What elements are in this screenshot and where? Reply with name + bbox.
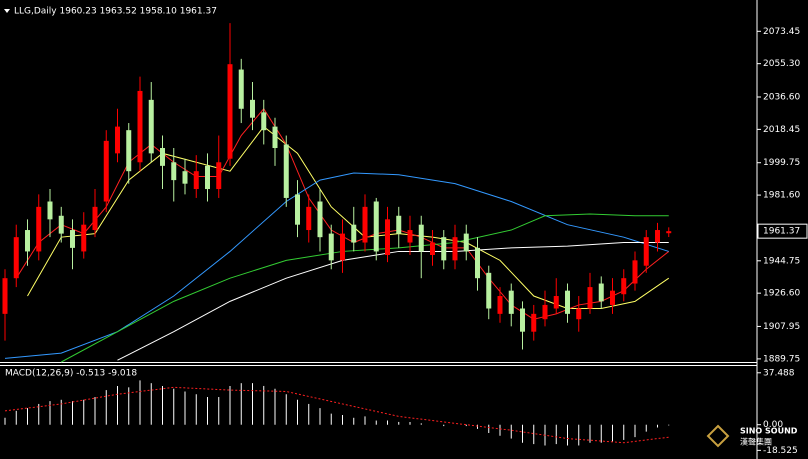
candle-body (340, 233, 345, 261)
candle-body (587, 287, 593, 309)
candle-body (610, 290, 615, 305)
candle-body (115, 126, 120, 154)
y-tick-label: 2036.60 (763, 93, 800, 103)
candle-body (2, 278, 8, 314)
candle-body (317, 201, 323, 238)
y-tick-label: 1907.95 (763, 322, 800, 332)
candle-body (227, 64, 233, 159)
candle-body (508, 290, 514, 314)
y-tick-label: 1981.60 (763, 191, 800, 201)
candle-body (373, 201, 379, 252)
candle-body (283, 144, 289, 198)
candle-body (452, 237, 458, 261)
candle-body (216, 162, 222, 190)
candle-body (295, 194, 300, 225)
candle-body (621, 278, 627, 295)
candle-body (666, 231, 672, 234)
candle-body (576, 308, 582, 320)
candle-body (36, 206, 42, 252)
y-tick-label: 1889.75 (763, 354, 800, 364)
y-tick-label: 37.488 (763, 368, 795, 378)
candle-body (418, 224, 424, 252)
candle-body (643, 237, 649, 266)
candle-body (475, 247, 480, 279)
candle-body (205, 165, 210, 190)
candle-body (25, 230, 30, 252)
candle-body (362, 206, 368, 243)
candle-body (47, 201, 53, 220)
watermark: SINO SOUND 漢聲集團 (706, 424, 798, 448)
candle-body (238, 69, 244, 109)
candle-body (160, 148, 165, 166)
y-tick-label: -18.525 (763, 446, 798, 456)
candle-body (565, 290, 570, 314)
candle-body (396, 215, 402, 234)
candle-body (351, 224, 357, 243)
chart-title: LLG,Daily 1960.23 1963.52 1958.10 1961.3… (14, 7, 217, 17)
candle-body (182, 171, 188, 184)
candle-body (441, 237, 447, 261)
indicator-line (4, 386, 669, 444)
watermark-subtitle: 漢聲集團 (740, 437, 772, 447)
candle-body (497, 296, 503, 314)
logo (706, 424, 730, 448)
candle-body (306, 206, 312, 231)
candle-body (531, 313, 537, 332)
candle-body (148, 99, 154, 154)
indicator-line (4, 172, 669, 359)
candle-body (632, 260, 638, 284)
candle-body (463, 233, 469, 252)
y-tick-label: 1999.75 (763, 158, 800, 168)
candle-body (486, 272, 492, 309)
candle-body (328, 233, 334, 261)
candle-body (70, 230, 75, 248)
candle-body (272, 126, 278, 149)
candle-body (407, 230, 413, 243)
candle-body (261, 112, 267, 131)
candle-body (598, 283, 604, 302)
candle-body (542, 304, 548, 320)
candle-body (126, 130, 132, 172)
candle-body (13, 237, 19, 279)
candle-body (430, 242, 435, 256)
candle-body (553, 296, 559, 309)
macd-title: MACD(12,26,9) -0.513 -9.018 (5, 369, 137, 379)
candle-body (103, 140, 109, 202)
watermark-brand: SINO SOUND (740, 427, 798, 436)
candle-body (250, 99, 255, 118)
candle-body (520, 308, 525, 332)
y-tick-label: 2055.30 (763, 59, 800, 69)
candle-body (58, 215, 64, 234)
price-tag (757, 223, 808, 239)
candle-body (385, 219, 390, 256)
y-tick-label: 1944.75 (763, 256, 800, 266)
current-price: 1961.37 (763, 227, 800, 237)
candle-body (92, 206, 98, 231)
candle-body (81, 224, 87, 252)
y-tick-label: 0.00 (763, 420, 783, 430)
candle-body (655, 230, 660, 243)
indicator-line (117, 242, 669, 361)
y-tick-label: 2018.45 (763, 125, 800, 135)
y-tick-label: 2073.45 (763, 27, 800, 37)
y-tick-label: 1926.60 (763, 289, 800, 299)
menu-triangle (4, 9, 10, 13)
indicator-line (61, 213, 669, 363)
candle-body (193, 171, 199, 190)
indicator-line (27, 125, 670, 310)
candle-body (171, 162, 177, 181)
candle-body (137, 90, 143, 163)
